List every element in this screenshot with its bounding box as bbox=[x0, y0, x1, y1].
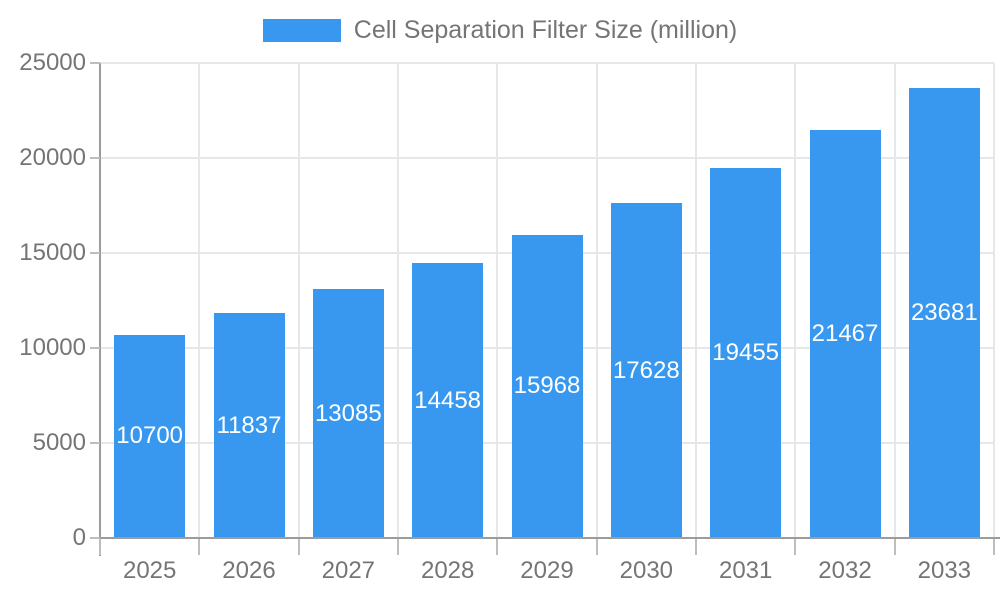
x-gridline bbox=[397, 63, 399, 538]
y-axis-tick bbox=[90, 157, 100, 159]
bar-value-label: 23681 bbox=[910, 299, 978, 327]
x-tick-label: 2029 bbox=[520, 557, 574, 584]
x-tick-label: 2031 bbox=[718, 557, 773, 584]
x-axis-tick bbox=[695, 539, 697, 555]
x-axis-tick bbox=[893, 539, 896, 555]
x-gridline bbox=[496, 63, 499, 538]
y-tick-label: 20000 bbox=[19, 144, 86, 171]
x-axis-tick bbox=[794, 539, 797, 555]
bar-2025: 10700 bbox=[114, 334, 186, 538]
x-tick-label: 2025 bbox=[122, 557, 177, 584]
y-axis-line bbox=[99, 63, 101, 556]
x-gridline bbox=[893, 63, 896, 538]
x-axis-tick bbox=[397, 539, 399, 555]
bar-2031: 19455 bbox=[710, 168, 782, 538]
legend-swatch-icon bbox=[262, 19, 341, 42]
x-tick-label: 2033 bbox=[917, 557, 972, 584]
bar-2033: 23681 bbox=[908, 88, 980, 538]
bar-2026: 11837 bbox=[213, 313, 285, 538]
x-gridline bbox=[695, 63, 697, 538]
y-tick-label: 15000 bbox=[19, 239, 86, 266]
y-tick-label: 25000 bbox=[19, 49, 86, 76]
x-axis-line bbox=[90, 537, 1000, 539]
y-tick-label: 0 bbox=[72, 524, 86, 551]
bar-value-label: 11837 bbox=[216, 411, 282, 439]
bar-2029: 15968 bbox=[511, 234, 583, 538]
x-axis-tick bbox=[993, 539, 995, 555]
y-tick-label: 5000 bbox=[32, 429, 86, 456]
x-axis-tick bbox=[99, 539, 101, 555]
x-axis-tick bbox=[297, 539, 300, 555]
legend-label: Cell Separation Filter Size (million) bbox=[353, 16, 738, 44]
x-tick-label: 2032 bbox=[818, 557, 872, 584]
bar-2032: 21467 bbox=[809, 130, 881, 538]
bar-value-label: 21467 bbox=[811, 320, 879, 348]
x-tick-label: 2026 bbox=[222, 557, 276, 584]
x-gridline bbox=[794, 63, 797, 538]
y-gridline bbox=[100, 157, 994, 159]
x-gridline bbox=[297, 63, 300, 538]
y-axis-tick bbox=[90, 252, 100, 254]
bar-value-label: 17628 bbox=[612, 356, 680, 384]
x-tick-label: 2028 bbox=[420, 557, 475, 584]
x-gridline bbox=[198, 63, 201, 538]
legend[interactable]: Cell Separation Filter Size (million) bbox=[0, 16, 1000, 45]
x-axis-tick bbox=[198, 539, 201, 555]
bar-value-label: 13085 bbox=[314, 399, 382, 427]
x-axis-tick bbox=[496, 539, 499, 555]
y-axis-tick bbox=[90, 442, 100, 444]
x-axis-tick bbox=[595, 539, 598, 555]
x-gridline bbox=[993, 63, 995, 538]
y-gridline bbox=[100, 62, 994, 64]
plot-area: 10700 11837 13085 14458 15968 17628 19455 21467… bbox=[100, 62, 995, 538]
y-tick-label: 10000 bbox=[19, 334, 86, 361]
y-axis-tick bbox=[90, 62, 100, 64]
x-tick-label: 2030 bbox=[619, 557, 674, 584]
bar-2028: 14458 bbox=[412, 263, 484, 538]
bar-value-label: 14458 bbox=[414, 386, 482, 414]
y-axis-tick bbox=[90, 347, 100, 349]
bar-2030: 17628 bbox=[610, 203, 682, 538]
y-axis-tick bbox=[90, 537, 100, 539]
bar-value-label: 19455 bbox=[712, 339, 780, 367]
bar-value-label: 10700 bbox=[116, 422, 184, 450]
bar-2027: 13085 bbox=[312, 289, 384, 538]
x-tick-label: 2027 bbox=[321, 557, 376, 584]
x-gridline bbox=[595, 63, 598, 538]
bar-value-label: 15968 bbox=[513, 372, 581, 400]
